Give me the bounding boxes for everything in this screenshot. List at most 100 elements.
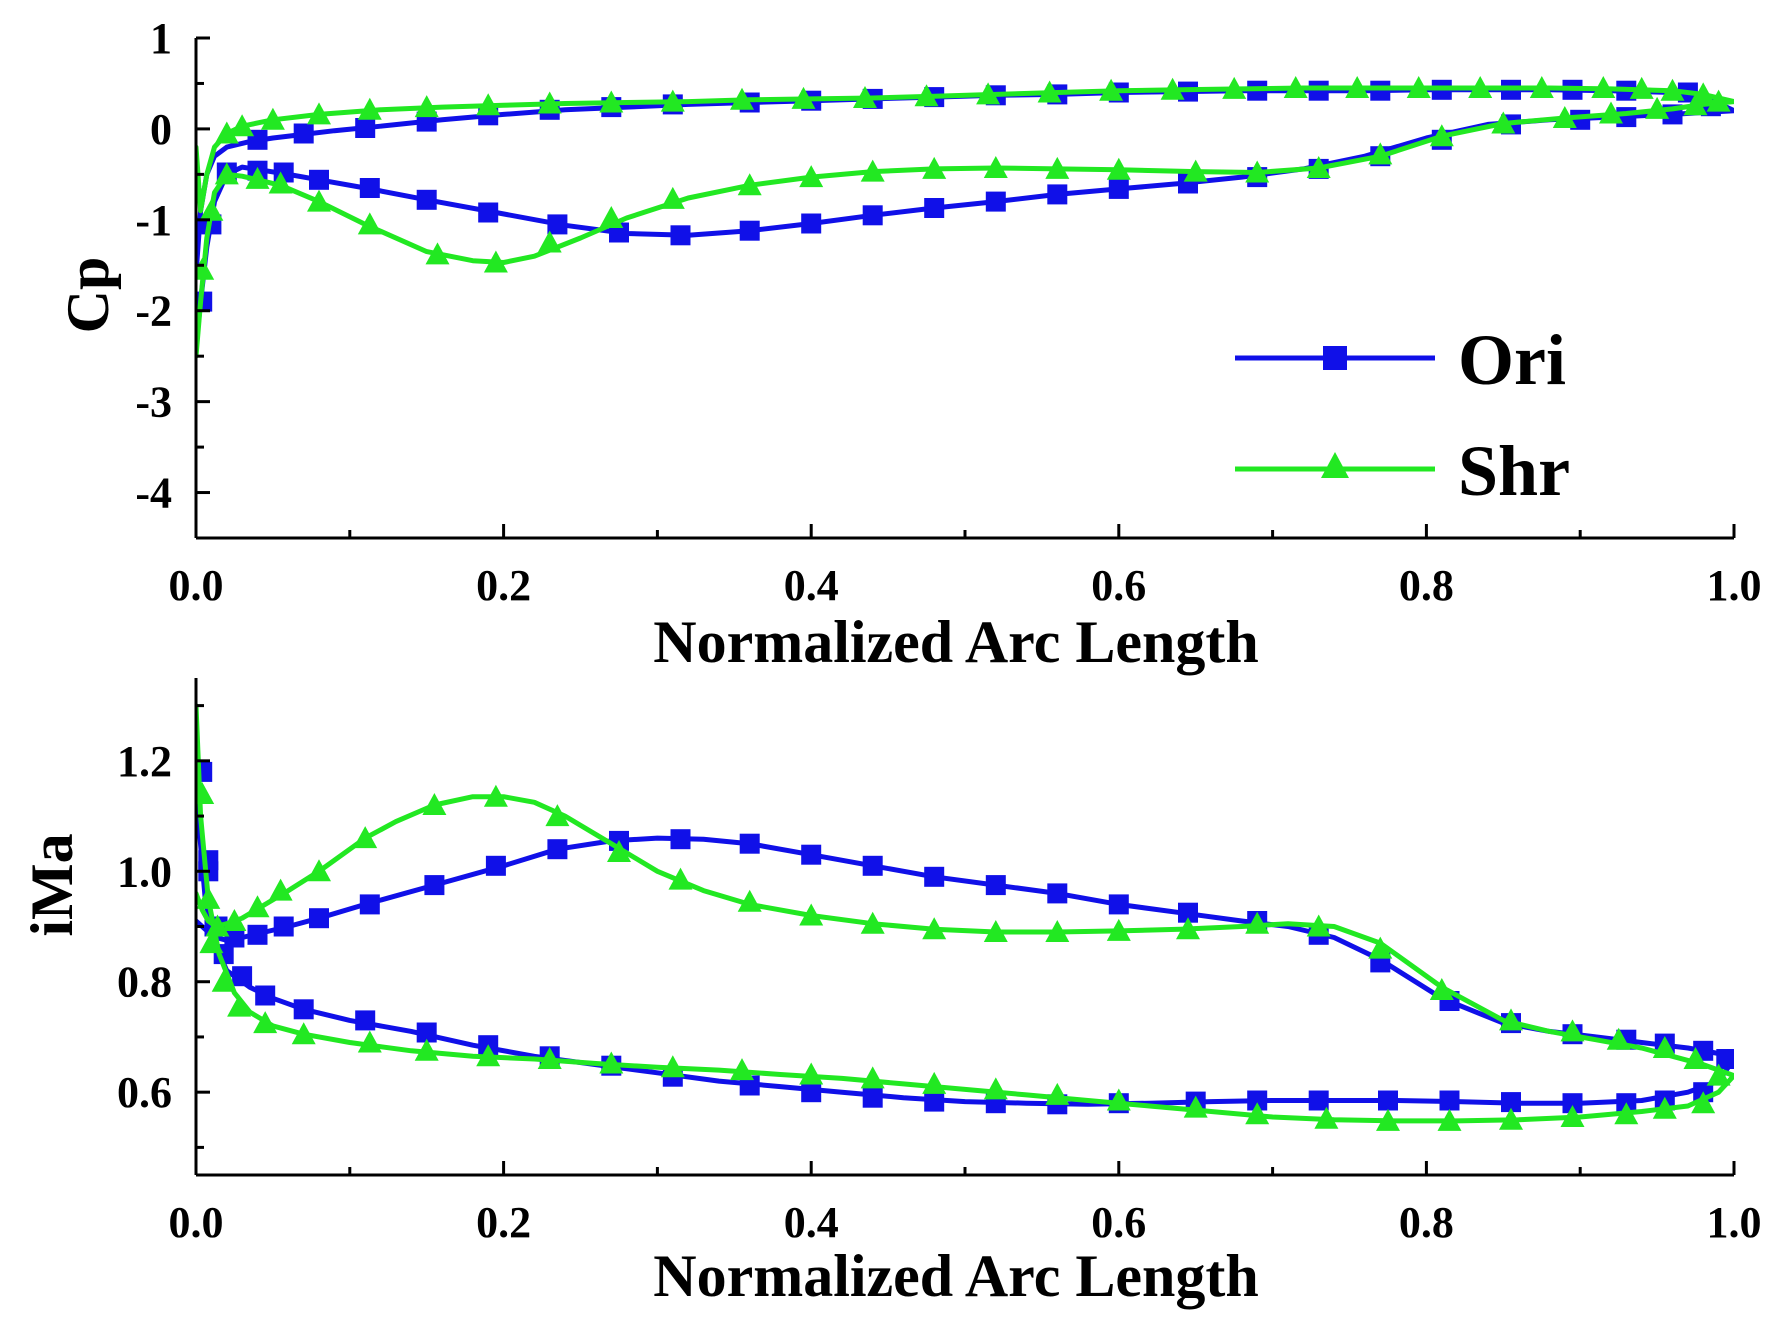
cp-point-shr xyxy=(1345,76,1370,98)
ima-point-shr xyxy=(860,1066,885,1089)
cp-point-shr xyxy=(1645,96,1670,119)
ima-point-shr xyxy=(799,1062,824,1085)
cp-y-tick-labels: 1 0 -1 -2 -3 -4 xyxy=(135,14,172,518)
ima-x-tick-label: 0.4 xyxy=(784,1198,839,1247)
ima-point-ori xyxy=(862,1087,883,1108)
ima-point-ori xyxy=(1501,1092,1521,1113)
ima-point-shr xyxy=(1176,917,1200,940)
ima-point-ori xyxy=(359,894,380,915)
ima-axes xyxy=(194,678,1736,1177)
cp-point-shr xyxy=(307,102,331,125)
ima-point-shr xyxy=(268,878,293,901)
cp-point-shr xyxy=(214,162,239,185)
legend-entry-shr: Shr xyxy=(1235,431,1570,511)
legend-entry-ori: Ori xyxy=(1235,320,1566,400)
cp-point-shr xyxy=(660,186,685,209)
cp-x-tick-label: 0.8 xyxy=(1399,561,1454,610)
ima-point-shr xyxy=(291,1022,316,1045)
cp-axes xyxy=(194,36,1736,540)
ima-point-ori xyxy=(424,875,445,896)
ima-y-tick-label: 0.6 xyxy=(117,1068,172,1117)
ima-point-shr xyxy=(1652,1036,1677,1058)
cp-point-shr xyxy=(737,173,762,196)
cp-y-tick-label: -4 xyxy=(135,469,172,518)
cp-point-shr xyxy=(537,91,562,114)
ima-point-shr xyxy=(1429,978,1454,1000)
cp-point-ori xyxy=(293,123,314,144)
cp-point-ori xyxy=(309,169,329,190)
ima-point-shr xyxy=(1560,1105,1585,1127)
ima-point-shr xyxy=(1691,1091,1716,1114)
ima-x-tick-labels: 0.0 0.2 0.4 0.6 0.8 1.0 xyxy=(169,1198,1762,1247)
cp-point-shr xyxy=(799,165,824,188)
cp-x-tick-labels: 0.0 0.2 0.4 0.6 0.8 1.0 xyxy=(169,561,1762,610)
ima-point-shr xyxy=(660,1055,685,1078)
ima-point-shr xyxy=(1183,1095,1208,1118)
ima-point-ori xyxy=(1378,1090,1398,1111)
cp-point-shr xyxy=(483,250,508,273)
cp-point-shr xyxy=(1468,76,1493,98)
cp-x-tick-label: 0.0 xyxy=(169,561,224,610)
cp-point-shr xyxy=(1245,160,1270,183)
cp-point-shr xyxy=(1529,76,1554,98)
cp-point-shr xyxy=(199,198,224,221)
ima-point-shr xyxy=(983,1077,1008,1100)
ima-x-axis-title: Normalized Arc Length xyxy=(653,1243,1258,1309)
cp-point-ori xyxy=(1370,80,1391,101)
ima-point-shr xyxy=(1560,1019,1585,1042)
ima-point-ori xyxy=(547,839,568,860)
ima-point-ori xyxy=(670,829,691,850)
ima-plot-clip-layer xyxy=(196,703,1734,1131)
legend: Ori Shr xyxy=(1235,320,1570,511)
ima-point-shr xyxy=(668,867,693,890)
cp-point-shr xyxy=(730,87,754,110)
cp-point-shr xyxy=(268,171,293,194)
ima-point-ori xyxy=(485,855,506,876)
ima-point-ori xyxy=(801,1082,822,1103)
cp-point-shr xyxy=(791,86,816,109)
cp-point-shr xyxy=(357,212,382,235)
cp-point-shr xyxy=(196,257,215,280)
ima-point-shr xyxy=(1376,1108,1400,1131)
legend-shr-marker xyxy=(1321,452,1349,478)
cp-point-shr xyxy=(260,107,285,130)
ima-point-shr xyxy=(737,889,762,912)
legend-shr-label: Shr xyxy=(1458,431,1570,511)
ima-point-ori xyxy=(224,927,245,948)
cp-y-tick-label: -1 xyxy=(135,196,172,245)
ima-point-shr xyxy=(1368,936,1393,959)
cp-point-shr xyxy=(914,84,939,107)
cp-point-ori xyxy=(355,118,376,138)
cp-point-shr xyxy=(1222,76,1247,99)
ima-x-tick-label: 0.6 xyxy=(1091,1198,1146,1247)
ima-point-ori xyxy=(739,833,760,854)
cp-point-shr xyxy=(357,97,382,120)
cp-point-ori xyxy=(862,205,883,226)
cp-point-shr xyxy=(1037,80,1062,103)
cp-point-shr xyxy=(1552,106,1577,128)
ima-x-tick-label: 0.0 xyxy=(169,1198,224,1247)
ima-point-shr xyxy=(1106,918,1131,941)
ima-point-shr xyxy=(253,1011,278,1034)
cp-point-shr xyxy=(425,242,450,265)
ima-x-tick-label: 0.8 xyxy=(1399,1198,1454,1247)
ima-chart: 0.0 0.2 0.4 0.6 0.8 1.0 1.2 1.0 0.8 0.6 Normaliz… xyxy=(19,678,1762,1309)
ima-point-shr xyxy=(353,826,378,849)
ima-point-shr xyxy=(1045,1082,1070,1105)
ima-point-ori xyxy=(255,985,276,1006)
ima-point-shr xyxy=(1306,914,1331,937)
cp-point-shr xyxy=(860,159,885,182)
cp-x-axis-title: Normalized Arc Length xyxy=(653,609,1258,675)
cp-point-shr xyxy=(476,93,501,116)
ima-point-shr xyxy=(983,920,1008,942)
ima-point-shr xyxy=(1106,1088,1131,1111)
cp-point-shr xyxy=(599,206,624,228)
ima-point-ori xyxy=(1108,894,1129,915)
ima-point-ori xyxy=(273,916,294,937)
cp-point-shr xyxy=(1099,78,1124,101)
cp-point-ori xyxy=(801,213,822,234)
cp-x-tick-label: 0.2 xyxy=(476,561,531,610)
ima-point-shr xyxy=(1437,1108,1462,1131)
cp-point-shr xyxy=(307,189,331,212)
